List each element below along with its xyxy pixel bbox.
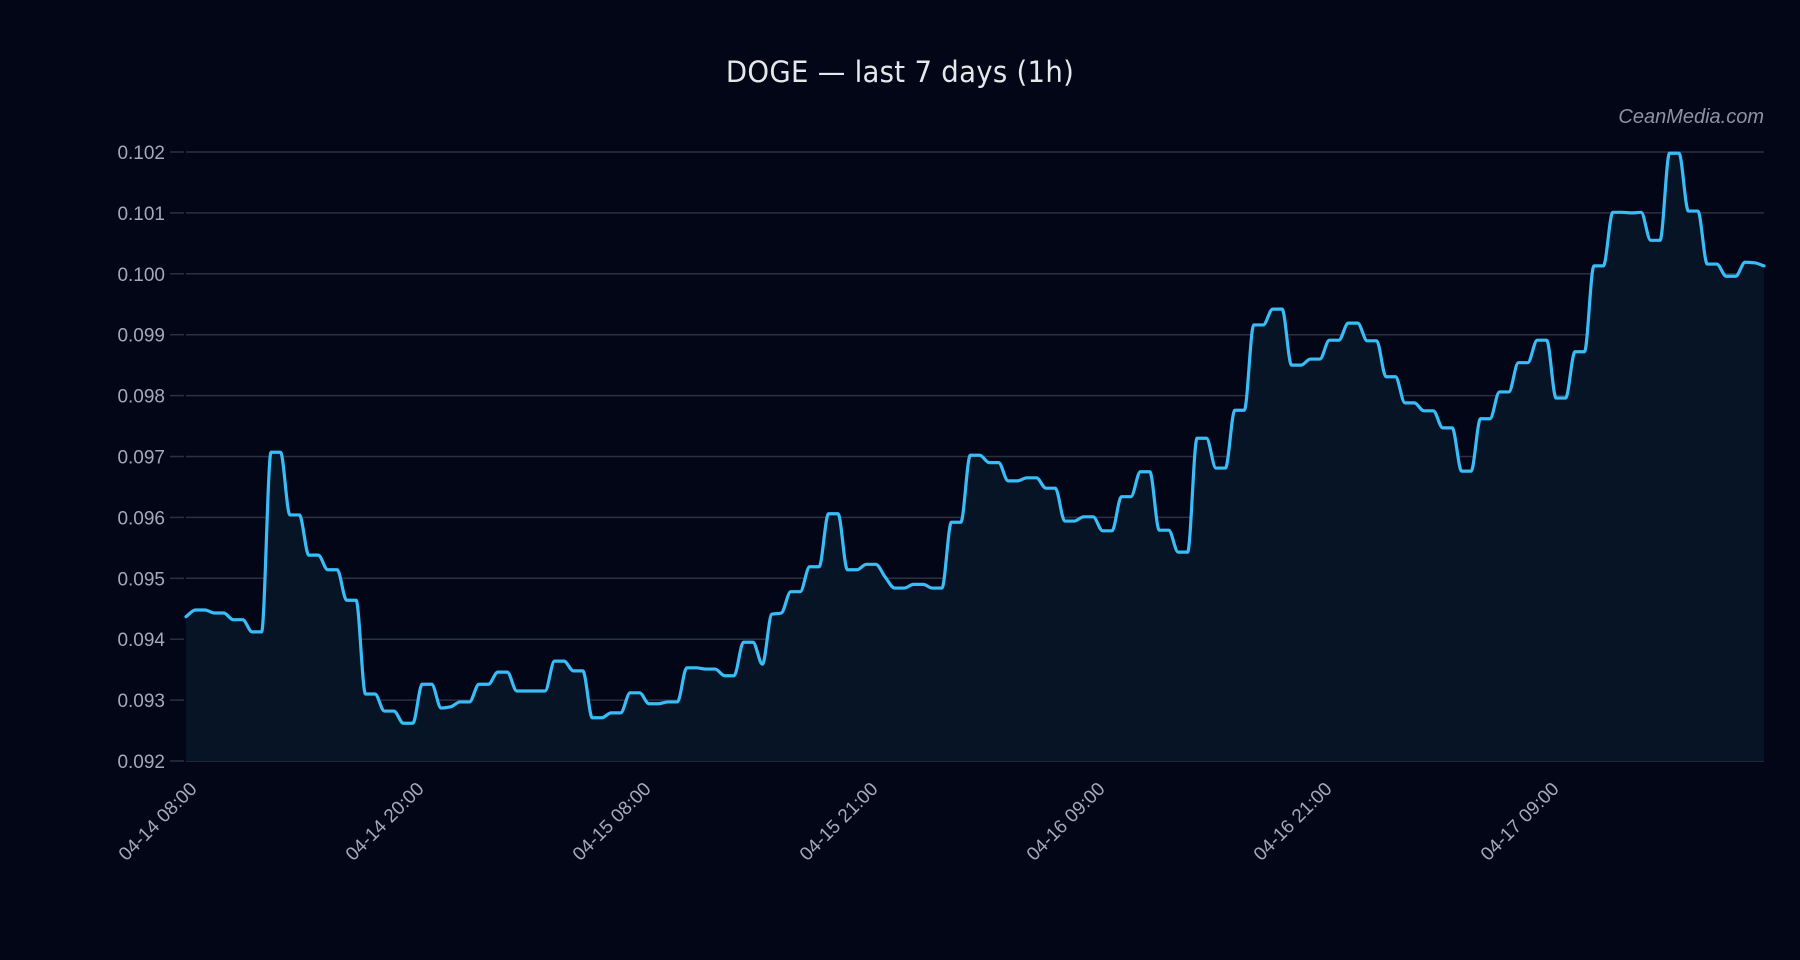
x-tick-label: 04-15 08:00 (569, 779, 656, 866)
watermark: CeanMedia.com (1618, 106, 1764, 128)
y-tick-label: 0.096 (117, 508, 165, 529)
price-line (184, 151, 1766, 725)
y-tick-label: 0.094 (117, 630, 165, 651)
y-axis: 0.092 0.093 0.094 0.095 0.096 0.097 0.098 0.099… (117, 143, 184, 773)
x-tick-label: 04-17 09:00 (1477, 779, 1564, 866)
x-tick-label: 04-15 21:00 (796, 779, 883, 866)
y-tick-label: 0.098 (117, 387, 165, 408)
x-axis: 04-14 08:00 04-14 20:00 04-15 08:00 04-15 2… (115, 779, 1564, 866)
x-tick-label: 04-14 08:00 (115, 779, 202, 866)
y-tick-label: 0.093 (117, 691, 165, 712)
x-tick-label: 04-14 20:00 (342, 779, 429, 866)
x-tick-label: 04-16 21:00 (1250, 779, 1337, 866)
y-tick-label: 0.102 (117, 143, 165, 164)
y-tick-label: 0.101 (117, 204, 165, 225)
y-tick-label: 0.097 (117, 448, 165, 469)
chart-title: DOGE — last 7 days (1h) (725, 55, 1075, 89)
y-tick-label: 0.095 (117, 569, 165, 590)
y-tick-label: 0.092 (117, 752, 165, 773)
price-area-fill (186, 153, 1764, 762)
x-tick-label: 04-16 09:00 (1023, 779, 1110, 866)
y-tick-label: 0.100 (117, 265, 165, 286)
y-tick-label: 0.099 (117, 326, 165, 347)
